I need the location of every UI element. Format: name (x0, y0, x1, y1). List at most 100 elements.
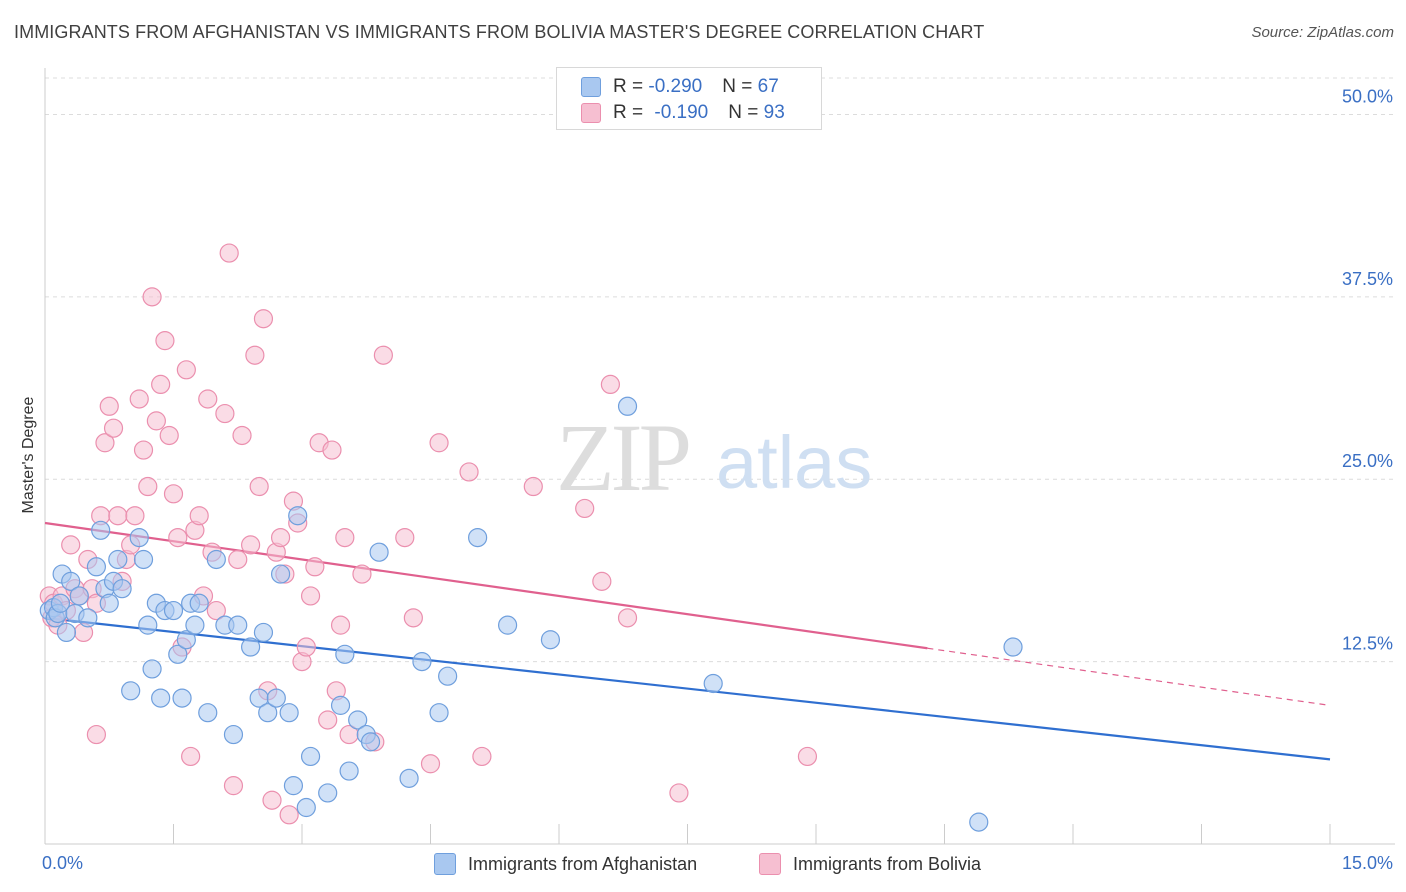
point-afghanistan (172, 688, 192, 708)
point-bolivia (99, 396, 119, 416)
bottom-legend-label-bolivia: Immigrants from Bolivia (793, 853, 982, 874)
point-afghanistan (296, 797, 316, 818)
point-bolivia (163, 484, 184, 504)
point-bolivia (420, 754, 441, 774)
legend-n-label: N = (728, 102, 764, 123)
point-afghanistan (253, 622, 274, 643)
point-afghanistan (206, 549, 226, 570)
point-afghanistan (185, 615, 205, 635)
trend-lines (44, 521, 1331, 761)
point-afghanistan (189, 593, 209, 613)
point-afghanistan (348, 710, 368, 730)
point-afghanistan (56, 622, 77, 643)
point-bolivia (176, 360, 196, 380)
point-bolivia (472, 746, 492, 767)
point-afghanistan (703, 673, 723, 694)
point-bolivia (61, 535, 81, 555)
point-afghanistan (300, 746, 321, 767)
point-afghanistan (399, 768, 419, 788)
point-bolivia (575, 498, 595, 519)
point-bolivia (296, 637, 316, 657)
point-bolivia (352, 564, 372, 584)
point-bolivia (146, 411, 166, 431)
point-afghanistan (198, 703, 218, 723)
point-bolivia (129, 389, 149, 409)
point-afghanistan (176, 630, 196, 650)
point-bolivia (155, 331, 175, 351)
bottom-legend-swatch-afghanistan (434, 853, 456, 875)
point-bolivia (232, 425, 252, 446)
point-bolivia (151, 374, 171, 394)
point-afghanistan (129, 527, 149, 548)
point-afghanistan (279, 703, 299, 723)
point-afghanistan (69, 586, 89, 606)
legend-swatch-bolivia (581, 103, 601, 123)
point-afghanistan (330, 695, 351, 715)
legend-n-value: 67 (757, 76, 779, 97)
x-tick-label-min: 0.0% (42, 853, 83, 873)
point-bolivia (95, 433, 115, 453)
point-bolivia (103, 418, 124, 438)
point-afghanistan (99, 593, 119, 613)
point-bolivia (373, 345, 393, 365)
point-bolivia (322, 440, 342, 460)
trend-line-extrapolated (927, 647, 1331, 706)
point-afghanistan (412, 652, 432, 672)
point-bolivia (330, 615, 351, 635)
bottom-legend-swatch-bolivia (759, 853, 781, 875)
point-bolivia (125, 506, 145, 526)
point-bolivia (318, 710, 338, 730)
point-afghanistan (335, 644, 355, 664)
bottom-legend-afghanistan: Immigrants from Afghanistan (434, 851, 697, 877)
point-afghanistan (969, 812, 989, 832)
point-afghanistan (258, 703, 278, 723)
point-bolivia (403, 608, 423, 628)
watermark-zip: ZIP (556, 404, 689, 511)
y-axis-label: Master's Degree (20, 396, 37, 513)
point-afghanistan (540, 630, 561, 650)
point-afghanistan (138, 615, 158, 635)
point-afghanistan (270, 564, 291, 584)
point-bolivia (523, 476, 543, 497)
data-points (39, 243, 1023, 832)
point-bolivia (797, 746, 818, 767)
point-bolivia (279, 805, 299, 825)
point-bolivia (592, 571, 612, 591)
point-bolivia (300, 586, 321, 606)
point-afghanistan (91, 520, 111, 540)
point-afghanistan (283, 776, 304, 796)
point-afghanistan (241, 637, 261, 657)
axes (44, 68, 1395, 845)
point-afghanistan (438, 666, 458, 686)
trend-line (44, 616, 1331, 761)
point-bolivia (241, 535, 261, 555)
legend-row-bolivia: R = -0.190 N = 93 (581, 101, 785, 125)
legend-swatch-afghanistan (581, 77, 601, 97)
point-afghanistan (468, 527, 488, 548)
point-bolivia (108, 506, 128, 526)
correlation-legend: R = -0.290 N = 67 R = -0.190 N = 93 (556, 67, 822, 130)
tick-labels: 12.5% 25.0% 37.5% 50.0% 0.0% 15.0% (42, 86, 1393, 873)
point-bolivia (600, 374, 621, 394)
point-afghanistan (112, 579, 132, 599)
point-afghanistan (617, 396, 638, 416)
point-bolivia (305, 557, 325, 577)
point-bolivia (335, 527, 355, 548)
point-bolivia (86, 724, 107, 745)
point-afghanistan (1003, 637, 1023, 657)
point-afghanistan (288, 506, 308, 526)
point-bolivia (206, 600, 226, 621)
grid-lines (45, 77, 1395, 663)
point-afghanistan (108, 549, 128, 570)
y-tick-label: 25.0% (1342, 451, 1393, 471)
point-bolivia (459, 462, 479, 482)
point-bolivia (219, 243, 239, 263)
point-afghanistan (266, 688, 286, 708)
source-label: Source: ZipAtlas.com (1251, 24, 1394, 41)
point-bolivia (262, 790, 282, 810)
y-tick-label: 50.0% (1342, 86, 1393, 106)
point-afghanistan (61, 571, 81, 591)
point-afghanistan (223, 724, 244, 745)
point-afghanistan (360, 732, 381, 752)
